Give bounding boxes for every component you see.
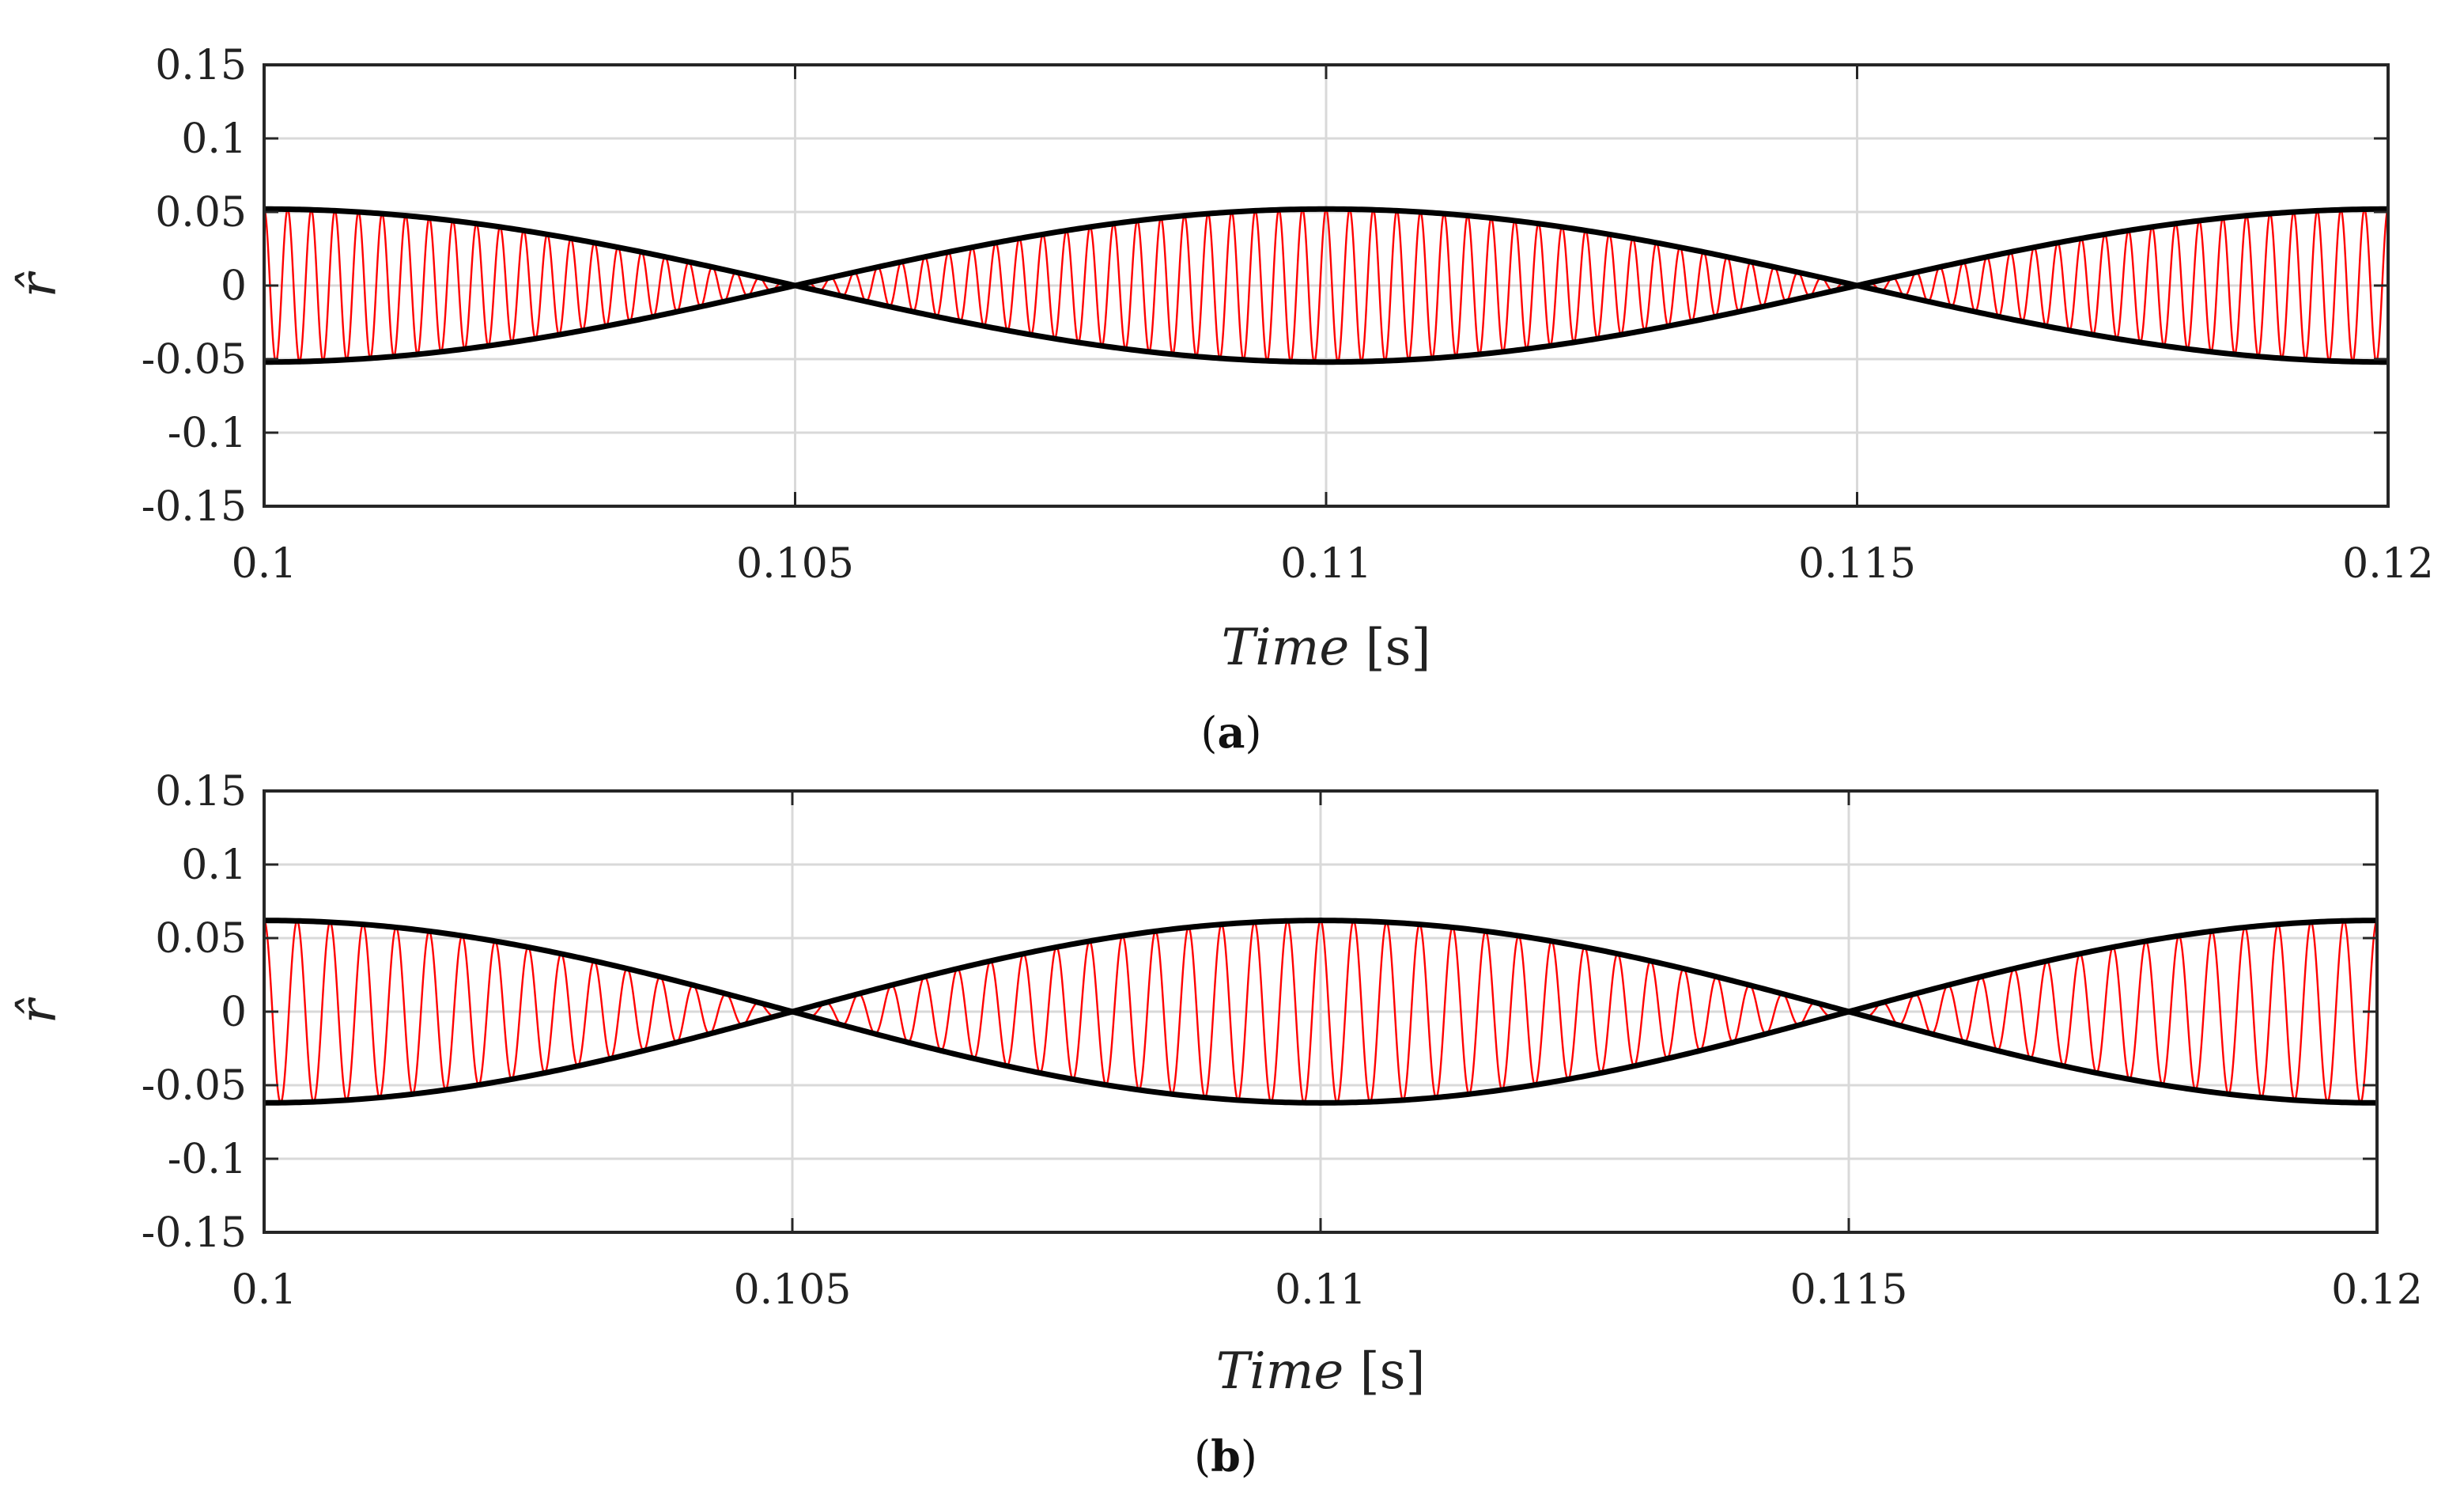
panel-b-x-tick-label: 0.115 [1790,1266,1908,1314]
panel-a-y-tick-label: 0.1 [181,115,247,163]
panel-b-y-tick-label: 0.1 [181,842,247,889]
panel-b-x-tick-label: 0.11 [1275,1266,1366,1314]
panel-b-y-axis-title: r̂ [9,997,68,1024]
panel-a-y-tick-label: 0 [221,263,247,310]
panel-b-y-tick-label: -0.05 [142,1062,247,1110]
panel-a-grid [263,63,2390,508]
panel-a-y-tick-label: -0.05 [142,336,247,384]
panel-b-y-tick-label: 0.05 [155,915,247,963]
panel-b-y-tick-label: 0 [221,989,247,1036]
panel-a-y-tick-label: 0.15 [155,42,247,89]
panel-b-tick-labels: 0.1 0.105 0.11 0.115 0.12 0.15 0.1 0.05 0 -0.05 -0… [142,768,2423,1314]
panel-b-y-tick-label: -0.15 [142,1209,247,1257]
panel-b-x-tick-label: 0.105 [734,1266,852,1314]
panel-b-ticks [263,789,2379,1234]
panel-a-tick-labels: 0.1 0.105 0.11 0.115 0.12 0.15 0.1 0.05 0 -0.05 -0… [142,42,2434,588]
panel-b-chart: 0.1 0.105 0.11 0.115 0.12 0.15 0.1 0.05 0 -0.05 -0… [9,768,2423,1481]
panel-b-x-tick-label: 0.1 [232,1266,297,1314]
panel-a-caption-label: (a) [1200,707,1261,758]
panel-a-y-tick-label: -0.1 [168,410,247,457]
panel-a-x-tick-label: 0.11 [1280,540,1372,588]
panel-a-x-tick-label: 0.115 [1798,540,1916,588]
panel-a-upper-envelope-line [263,206,2389,289]
panel-a-x-tick-label: 0.105 [736,540,854,588]
panel-a-x-tick-label: 0.1 [232,540,297,588]
panel-a-lower-envelope-line [263,282,2389,365]
panel-b-x-axis-title: Time [s] [1216,1342,1426,1401]
panel-b-y-tick-label: 0.15 [155,768,247,815]
panel-a-series [263,206,2389,365]
panel-b-grid [263,789,2379,1234]
panel-b-upper-envelope-line [263,918,2378,1015]
panel-a-ticks [263,63,2390,508]
panel-b-caption-label: (b) [1194,1431,1257,1481]
panel-b-lower-envelope-line [263,1008,2378,1106]
panel-a-y-tick-label: 0.05 [155,189,247,236]
panel-a-x-tick-label: 0.12 [2342,540,2434,588]
panel-b-y-tick-label: -0.1 [168,1136,247,1183]
panel-b-series [263,918,2378,1106]
panel-a-y-tick-label: -0.15 [142,483,247,531]
panel-a-chart: 0.1 0.105 0.11 0.115 0.12 0.15 0.1 0.05 0 -0.05 -0… [9,42,2434,758]
panel-a-y-axis-title: r̂ [9,271,68,297]
panel-b-x-tick-label: 0.12 [2331,1266,2423,1314]
panel-a-x-axis-title: Time [s] [1222,619,1431,677]
